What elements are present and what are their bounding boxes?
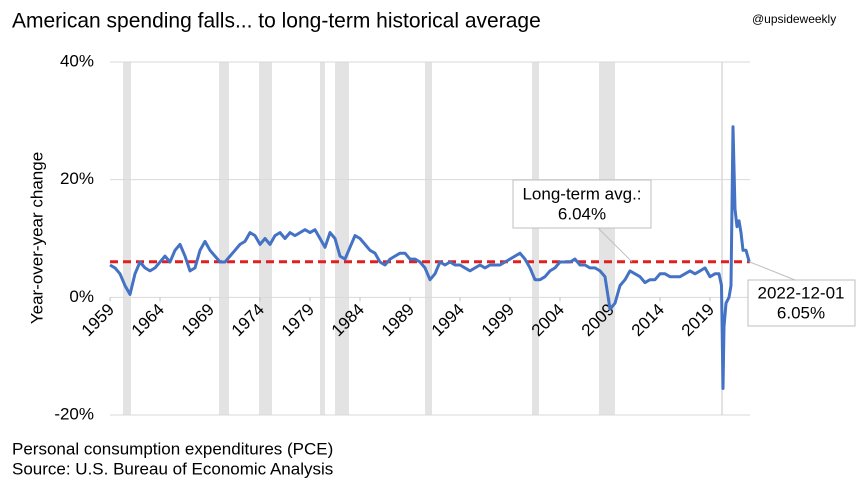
x-tick-label: 2014: [628, 300, 668, 340]
recession-band: [599, 62, 615, 415]
recession-band: [123, 62, 131, 415]
callout-text: Long-term avg.:: [522, 184, 641, 203]
callout-pointer: [597, 227, 633, 263]
callout-box: [747, 279, 856, 327]
y-axis-label: Year-over-year change: [27, 152, 46, 324]
y-tick-label: 0%: [69, 287, 94, 306]
recession-band: [721, 62, 723, 415]
y-tick-label: 20%: [60, 169, 94, 188]
recession-band: [532, 62, 539, 415]
callout-box: [512, 179, 652, 229]
x-tick-label: 1969: [178, 300, 218, 340]
handle: @upsideweekly: [752, 12, 836, 26]
callout-text: 2022-12-01: [758, 283, 845, 302]
source-line: Source: U.S. Bureau of Economic Analysis: [12, 459, 333, 478]
callout-pointer: [749, 261, 796, 281]
x-tick-label: 2019: [678, 300, 718, 340]
x-tick-label: 1964: [128, 300, 168, 340]
recession-band: [335, 62, 349, 415]
source-line: Personal consumption expenditures (PCE): [12, 439, 333, 458]
callout-text: 6.05%: [777, 303, 825, 322]
recession-band: [425, 62, 432, 415]
chart-title: American spending falls... to long-term …: [12, 10, 541, 33]
data-line: [109, 125, 751, 390]
y-tick-label: 40%: [60, 51, 94, 70]
callout-text: 6.04%: [558, 204, 606, 223]
x-tick-label: 1994: [428, 300, 468, 340]
y-tick-label: -20%: [54, 404, 94, 423]
x-tick-label: 1959: [78, 300, 118, 340]
x-tick-label: 1979: [278, 300, 318, 340]
x-tick-label: 1999: [478, 300, 518, 340]
recession-band: [320, 62, 325, 415]
x-tick-label: 1989: [378, 300, 418, 340]
recession-band: [219, 62, 229, 415]
